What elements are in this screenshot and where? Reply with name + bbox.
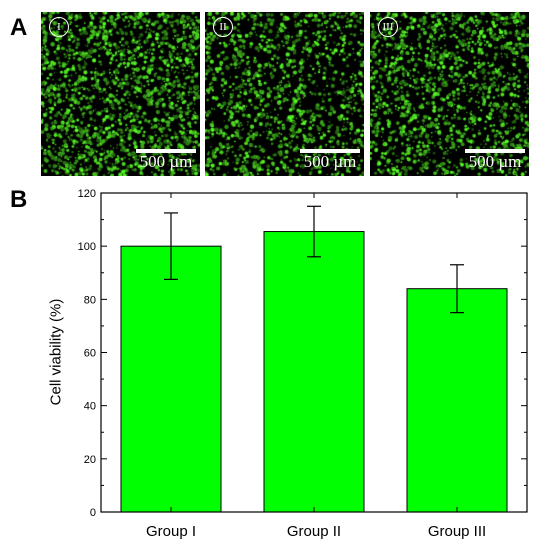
scale-bar: 500 µm xyxy=(461,149,529,174)
panel-letter-b: B xyxy=(10,186,28,213)
scale-bar-label: 500 µm xyxy=(468,152,522,171)
y-tick-label: 20 xyxy=(84,454,96,466)
scale-bar: 500 µm xyxy=(132,149,200,174)
x-tick-label: Group III xyxy=(428,523,486,540)
y-tick-label: 120 xyxy=(78,188,96,200)
fluorescence-image xyxy=(205,12,364,176)
fluorescence-image xyxy=(370,12,529,176)
y-tick-label: 40 xyxy=(84,401,96,413)
y-tick-label: 100 xyxy=(78,241,96,253)
micrograph-label: II xyxy=(213,17,233,37)
micrograph-group-2: II 500 µm xyxy=(205,12,364,176)
y-tick-label: 0 xyxy=(90,507,96,519)
bar xyxy=(120,245,222,513)
micrograph-label: I xyxy=(49,17,69,37)
x-tick-label: Group I xyxy=(146,523,196,540)
micrograph-label: III xyxy=(378,17,398,37)
bar xyxy=(263,231,365,513)
micrograph-group-3: III 500 µm xyxy=(370,12,529,176)
fluorescence-image xyxy=(41,12,200,176)
y-axis-label: Cell viability (%) xyxy=(47,298,65,406)
scale-bar-label: 500 µm xyxy=(303,152,357,171)
scale-bar: 500 µm xyxy=(296,149,364,174)
y-tick-label: 80 xyxy=(84,294,96,306)
x-tick-label: Group II xyxy=(287,523,341,540)
bar xyxy=(406,288,508,513)
micrograph-group-1: I 500 µm xyxy=(41,12,200,176)
y-tick-label: 60 xyxy=(84,348,96,360)
scale-bar-label: 500 µm xyxy=(139,152,193,171)
panel-letter-a: A xyxy=(10,14,28,41)
